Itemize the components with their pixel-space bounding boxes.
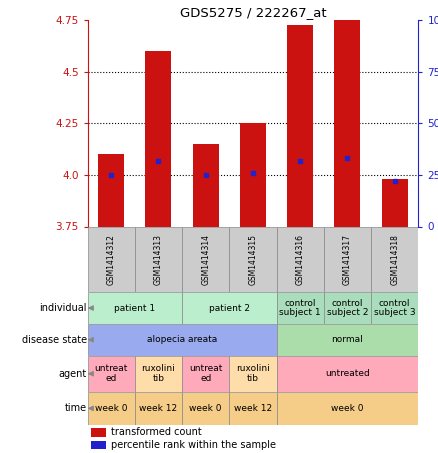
Text: week 12: week 12 — [234, 404, 272, 413]
Text: GSM1414316: GSM1414316 — [296, 234, 305, 285]
Text: untreat
ed: untreat ed — [189, 364, 223, 383]
Bar — [88, 324, 276, 356]
Text: control
subject 2: control subject 2 — [327, 299, 368, 318]
Bar — [276, 324, 418, 356]
Text: week 0: week 0 — [331, 404, 364, 413]
Bar — [371, 292, 418, 324]
Bar — [91, 428, 106, 437]
Text: GSM1414313: GSM1414313 — [154, 234, 163, 285]
Text: patient 1: patient 1 — [114, 304, 155, 313]
Bar — [276, 226, 324, 292]
Text: ruxolini
tib: ruxolini tib — [236, 364, 270, 383]
Text: ruxolini
tib: ruxolini tib — [141, 364, 175, 383]
Text: GSM1414314: GSM1414314 — [201, 234, 210, 285]
Bar — [182, 226, 230, 292]
Title: GDS5275 / 222267_at: GDS5275 / 222267_at — [180, 6, 326, 19]
Bar — [324, 226, 371, 292]
Bar — [230, 226, 276, 292]
Text: agent: agent — [58, 369, 87, 379]
Bar — [276, 292, 324, 324]
Text: week 0: week 0 — [95, 404, 127, 413]
Text: transformed count: transformed count — [111, 427, 201, 438]
Bar — [88, 356, 135, 392]
Bar — [91, 441, 106, 449]
Text: week 0: week 0 — [190, 404, 222, 413]
Bar — [276, 356, 418, 392]
Text: untreat
ed: untreat ed — [95, 364, 128, 383]
Text: GSM1414315: GSM1414315 — [248, 234, 258, 285]
Bar — [230, 392, 276, 425]
Bar — [381, 179, 408, 226]
Text: individual: individual — [39, 303, 87, 313]
Bar — [324, 292, 371, 324]
Text: disease state: disease state — [21, 335, 87, 345]
Text: untreated: untreated — [325, 369, 370, 378]
Bar — [135, 356, 182, 392]
Text: control
subject 1: control subject 1 — [279, 299, 321, 318]
Bar — [230, 356, 276, 392]
Bar — [135, 226, 182, 292]
Text: GSM1414318: GSM1414318 — [390, 234, 399, 285]
Bar — [287, 24, 313, 226]
Bar — [88, 292, 182, 324]
Text: week 12: week 12 — [139, 404, 177, 413]
Text: patient 2: patient 2 — [209, 304, 250, 313]
Bar — [182, 356, 230, 392]
Bar — [240, 123, 266, 226]
Text: normal: normal — [332, 335, 363, 344]
Bar — [371, 226, 418, 292]
Bar — [88, 392, 135, 425]
Text: control
subject 3: control subject 3 — [374, 299, 416, 318]
Bar — [145, 51, 171, 226]
Text: GSM1414312: GSM1414312 — [107, 234, 116, 285]
Text: time: time — [64, 403, 87, 414]
Bar — [193, 144, 219, 226]
Text: alopecia areata: alopecia areata — [147, 335, 217, 344]
Bar — [182, 392, 230, 425]
Bar — [135, 392, 182, 425]
Bar — [276, 392, 418, 425]
Text: GSM1414317: GSM1414317 — [343, 234, 352, 285]
Bar — [98, 154, 124, 226]
Bar — [88, 226, 135, 292]
Bar — [182, 292, 276, 324]
Bar — [335, 20, 360, 226]
Text: percentile rank within the sample: percentile rank within the sample — [111, 440, 276, 450]
